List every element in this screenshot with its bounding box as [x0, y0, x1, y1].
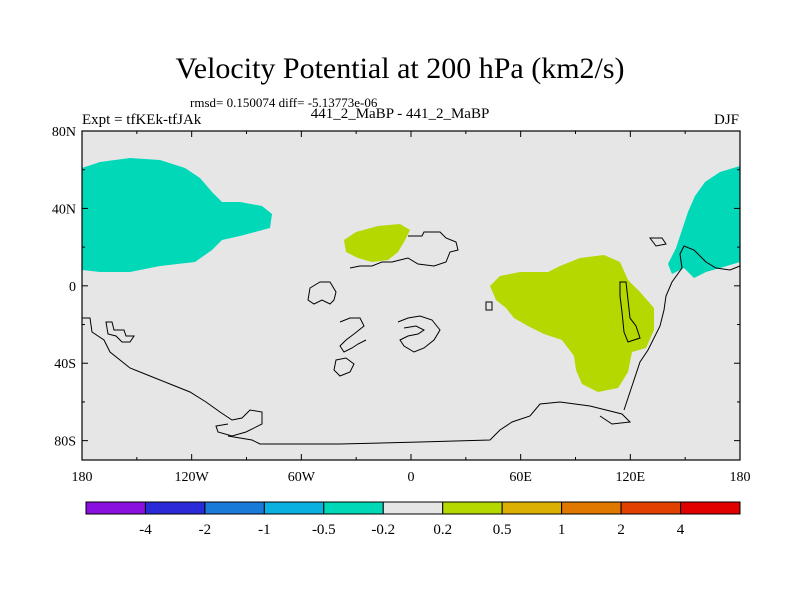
- colorbar-box: [501, 501, 563, 515]
- positive-region-indian-ocean: [490, 255, 654, 392]
- x-tick-label: 120W: [175, 470, 210, 485]
- coastline-north-africa: [349, 231, 459, 269]
- x-tick-label: 0: [408, 470, 415, 485]
- colorbar-box: [144, 501, 206, 515]
- case-label: 441_2_MaBP - 441_2_MaBP: [310, 106, 490, 122]
- colorbar-box: [442, 501, 503, 515]
- coastline-atlantic-islands-1: [339, 317, 367, 353]
- colorbar-label: -0.2: [371, 522, 395, 538]
- experiment-label: Expt = tfKEk-tfJAk: [82, 112, 202, 128]
- season-label: DJF: [714, 112, 740, 128]
- colorbar-box: [680, 501, 741, 515]
- chart-title: Velocity Potential at 200 hPa (km2/s): [175, 52, 625, 85]
- colorbar-box: [620, 501, 682, 515]
- negative-region-north-pacific-america: [82, 158, 272, 272]
- y-axis: 80N 40N 0 40S 80S: [52, 125, 740, 450]
- colorbar-box: [561, 501, 622, 515]
- shaded-regions: [82, 158, 740, 392]
- colorbar-label: -0.5: [312, 522, 336, 538]
- colorbar-label: -1: [258, 522, 271, 538]
- x-tick-label: 180: [730, 470, 751, 485]
- coastline-pacific-islands: [105, 321, 135, 343]
- x-tick-label: 180: [72, 470, 93, 485]
- colorbar-label: 0.2: [433, 522, 452, 538]
- colorbar-label: -4: [139, 522, 152, 538]
- y-tick-label: 80N: [52, 125, 76, 140]
- negative-region-west-pacific: [668, 166, 740, 278]
- colorbar-label: 4: [677, 522, 685, 538]
- colorbar-box: [263, 501, 325, 515]
- colorbar-box: [204, 501, 265, 515]
- colorbar-box: [85, 501, 146, 515]
- y-tick-label: 40N: [52, 202, 76, 217]
- colorbar-box: [382, 501, 444, 515]
- x-axis: 180 120W 60W 0 60E 120E 180: [72, 131, 751, 485]
- colorbar-label: 2: [617, 522, 625, 538]
- coastline-gulf: [307, 281, 337, 305]
- coastline-antarctica: [227, 401, 632, 445]
- coastline-east-africa: [485, 301, 493, 311]
- coastlines: [82, 231, 741, 445]
- stats-line: rmsd= 0.150074 diff= -5.13773e-06: [190, 95, 378, 110]
- coastline-east-asia: [623, 245, 741, 411]
- colorbar-label: 1: [558, 522, 566, 538]
- colorbar-box: [323, 501, 384, 515]
- coastline-maritime-continent: [619, 281, 641, 343]
- coastline-south-america: [82, 317, 263, 437]
- y-tick-label: 40S: [54, 357, 76, 372]
- colorbar-label: -2: [199, 522, 212, 538]
- positive-region-north-atlantic: [344, 224, 410, 262]
- x-tick-label: 60E: [509, 470, 532, 485]
- x-tick-label: 120E: [616, 470, 646, 485]
- colorbar: -4 -2 -1 -0.5 -0.2 0.2 0.5 1 2 4: [85, 501, 741, 538]
- y-tick-label: 0: [69, 280, 76, 295]
- y-tick-label: 80S: [54, 435, 76, 450]
- colorbar-label: 0.5: [493, 522, 512, 538]
- x-tick-label: 60W: [288, 470, 316, 485]
- coastline-atlantic-islands-3: [333, 357, 355, 377]
- coastline-atlantic-islands-2: [397, 315, 441, 353]
- coastline-arabian: [649, 237, 667, 247]
